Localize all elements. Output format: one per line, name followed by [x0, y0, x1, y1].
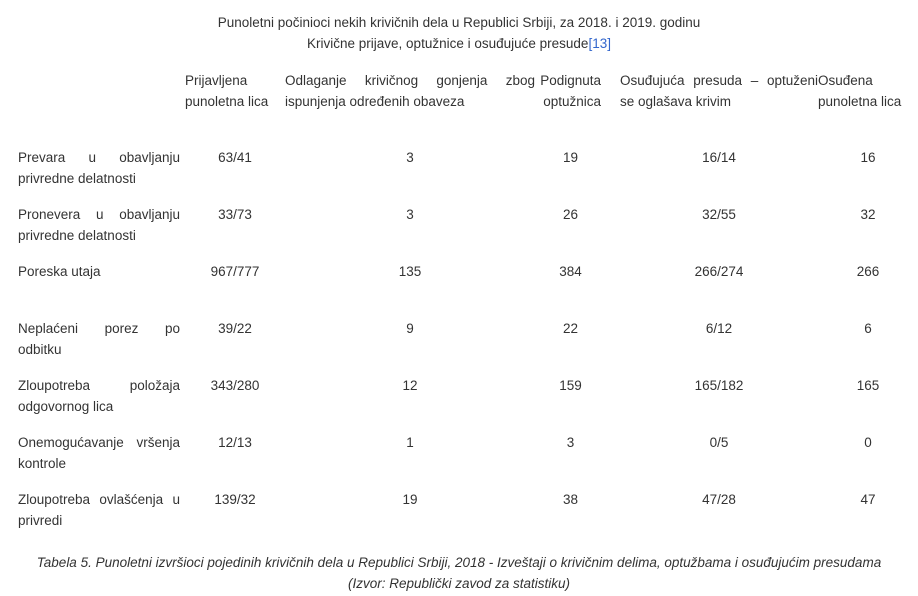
cell-prijavljena: 343/280: [210, 378, 260, 393]
cell-prijavljena: 12/13: [218, 435, 252, 450]
cell-osudjena: 165: [856, 378, 880, 393]
cell-odlaganje: 1: [406, 435, 414, 450]
cell-prijavljena: 39/22: [218, 321, 252, 336]
row-label: Pronevera u obavljanju privredne delatno…: [18, 207, 180, 243]
cell-optuznica: 159: [559, 378, 582, 393]
table-row: Zloupotreba ovlašćenja u privredi 139/32…: [18, 489, 918, 546]
column-header-presuda: Osuđujuća presuda – optuženi se oglašava…: [620, 73, 818, 109]
column-header-odlaganje: Odlaganje krivičnog gonjenja zbog ispunj…: [285, 73, 535, 109]
cell-presuda: 165/182: [694, 378, 744, 393]
crime-statistics-table: Prijavljena punoletna lica Odlaganje kri…: [18, 70, 918, 546]
page-title: Punoletni počinioci nekih krivičnih dela…: [0, 0, 918, 54]
cell-osudjena: 266: [856, 264, 880, 279]
table-row: Poreska utaja 967/777 135 384 266/274 26…: [18, 261, 918, 318]
cell-odlaganje: 3: [406, 150, 414, 165]
cell-optuznica: 38: [562, 492, 579, 507]
table-row: Prevara u obavljanju privredne delatnost…: [18, 147, 918, 204]
cell-optuznica: 22: [562, 321, 579, 336]
cell-osudjena: 16: [860, 150, 876, 165]
table-header-row: Prijavljena punoletna lica Odlaganje kri…: [18, 70, 918, 147]
table-row: Onemogućavanje vršenja kontrole 12/13 1 …: [18, 432, 918, 489]
cell-prijavljena: 33/73: [218, 207, 252, 222]
row-label: Zloupotreba položaja odgovornog lica: [18, 378, 180, 414]
cell-prijavljena: 139/32: [214, 492, 256, 507]
title-line-2: Krivične prijave, optužnice i osuđujuće …: [0, 33, 918, 54]
cell-prijavljena: 63/41: [218, 150, 252, 165]
caption-line-1: Tabela 5. Punoletni izvršioci pojedinih …: [36, 555, 882, 570]
cell-presuda: 266/274: [694, 264, 744, 279]
table-row: Pronevera u obavljanju privredne delatno…: [18, 204, 918, 261]
row-label: Neplaćeni porez po odbitku: [18, 321, 180, 357]
cell-presuda: 16/14: [702, 150, 736, 165]
cell-presuda: 0/5: [709, 435, 729, 450]
cell-presuda: 32/55: [702, 207, 736, 222]
cell-osudjena: 0: [864, 435, 872, 450]
cell-presuda: 47/28: [702, 492, 736, 507]
column-header-empty: [18, 70, 185, 147]
cell-odlaganje: 12: [402, 378, 418, 393]
cell-optuznica: 19: [562, 150, 579, 165]
cell-odlaganje: 135: [398, 264, 422, 279]
column-header-prijavljena: Prijavljena punoletna lica: [185, 73, 269, 109]
cell-optuznica: 26: [562, 207, 579, 222]
citation-link[interactable]: [13]: [588, 36, 611, 51]
table-row: Zloupotreba položaja odgovornog lica 343…: [18, 375, 918, 432]
table-row: Neplaćeni porez po odbitku 39/22 9 22 6/…: [18, 318, 918, 375]
cell-optuznica: 384: [559, 264, 582, 279]
column-header-optuznica: Podignuta optužnica: [540, 73, 601, 109]
column-header-osudjena: Osuđena punoletna lica: [818, 73, 902, 109]
title-line-1: Punoletni počinioci nekih krivičnih dela…: [217, 15, 701, 30]
cell-optuznica: 3: [566, 435, 575, 450]
row-label: Zloupotreba ovlašćenja u privredi: [18, 492, 180, 528]
cell-osudjena: 32: [860, 207, 876, 222]
cell-prijavljena: 967/777: [210, 264, 260, 279]
cell-osudjena: 6: [864, 321, 872, 336]
table-caption: Tabela 5. Punoletni izvršioci pojedinih …: [0, 552, 918, 594]
cell-odlaganje: 19: [402, 492, 418, 507]
row-label: Onemogućavanje vršenja kontrole: [18, 435, 180, 471]
title-line-2-text: Krivične prijave, optužnice i osuđujuće …: [307, 36, 589, 51]
row-label: Prevara u obavljanju privredne delatnost…: [18, 150, 180, 186]
cell-presuda: 6/12: [705, 321, 733, 336]
cell-odlaganje: 9: [406, 321, 414, 336]
cell-odlaganje: 3: [406, 207, 414, 222]
cell-osudjena: 47: [860, 492, 876, 507]
row-label: Poreska utaja: [18, 264, 101, 279]
caption-line-2: (Izvor: Republički zavod za statistiku): [347, 576, 571, 591]
